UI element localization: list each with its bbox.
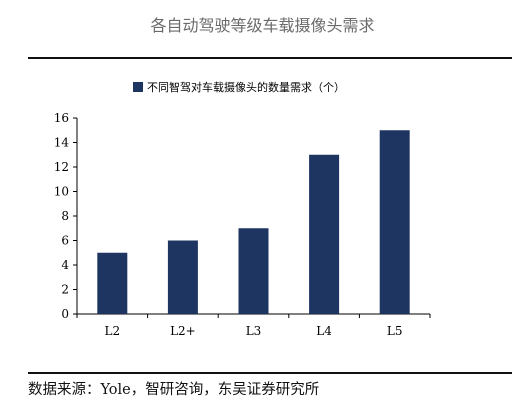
y-tick-label: 6 [61, 234, 69, 248]
y-tick-label: 10 [54, 185, 69, 199]
y-tick-label: 12 [54, 160, 69, 174]
y-tick-label: 2 [61, 283, 69, 297]
x-tick-label: L4 [316, 324, 332, 338]
bar-l3 [238, 228, 269, 314]
bar-l5 [379, 130, 410, 314]
source-note: 数据来源：Yole，智研咨询，东吴证券研究所 [28, 382, 320, 398]
x-tick-label: L3 [246, 324, 262, 338]
bar-l2-plus [167, 240, 198, 314]
y-tick-label: 14 [54, 136, 70, 150]
legend: 不同智驾对车载摄像头的数量需求（个） [133, 80, 345, 94]
top-divider [28, 57, 512, 59]
y-tick-label: 0 [61, 307, 69, 321]
legend-swatch [133, 82, 143, 92]
bar-l4 [309, 154, 340, 314]
x-tick-label: L2 [104, 324, 120, 338]
y-tick-label: 8 [61, 209, 69, 223]
x-tick-label: L5 [387, 324, 403, 338]
plot-area: 0 2 4 6 8 10 12 14 16 L2 L2+ L3 L4 L5 [54, 111, 431, 338]
page-title: 各自动驾驶等级车载摄像头需求 [150, 16, 375, 35]
y-tick-label: 4 [61, 258, 69, 272]
legend-label: 不同智驾对车载摄像头的数量需求（个） [147, 80, 345, 94]
bar-l2 [97, 252, 128, 314]
x-tick-label: L2+ [170, 324, 196, 338]
bottom-divider [28, 372, 512, 374]
bar-chart: 不同智驾对车载摄像头的数量需求（个） 0 2 4 6 8 10 12 14 16 L2 L2+ L3 L… [54, 80, 431, 338]
y-tick-label: 16 [54, 111, 69, 125]
